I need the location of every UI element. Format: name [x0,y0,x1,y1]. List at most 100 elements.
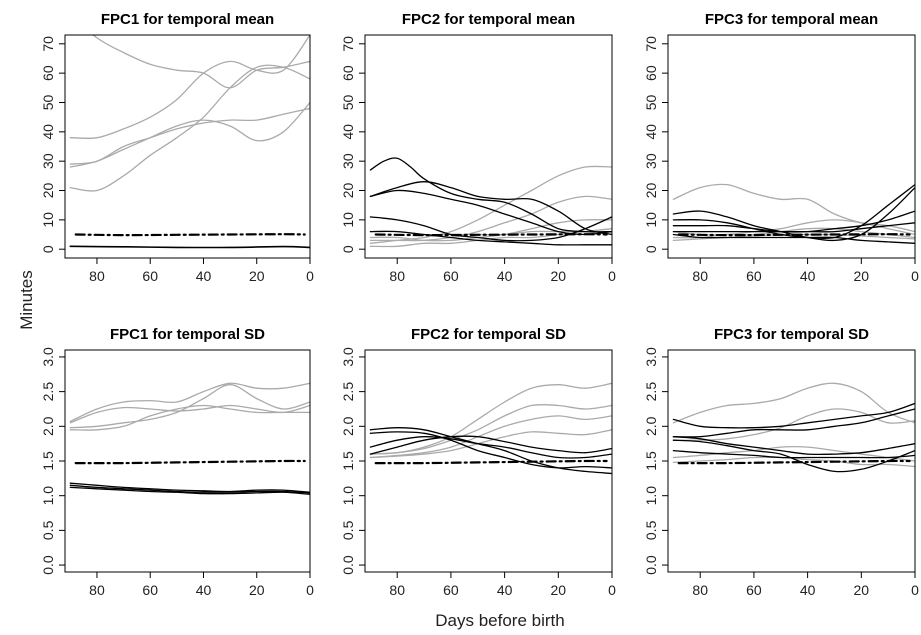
x-tick-label: 40 [800,268,816,284]
series-group [69,35,310,249]
y-tick-label: 30 [340,153,356,169]
chart-panel: FPC2 for temporal mean 80 60 40 20 0 0 10 20 30 40… [340,11,616,284]
series-group [672,183,915,244]
x-tick-label: 40 [196,582,212,598]
y-tick-label: 0.5 [340,520,356,540]
y-tick-label: 20 [340,183,356,199]
y-tick-label: 30 [40,153,56,169]
series-group [69,382,310,495]
series-line [369,435,612,455]
x-tick-label: 80 [389,582,405,598]
x-tick-label: 40 [497,268,513,284]
series-line [672,227,915,239]
y-tick-label: 2.5 [340,382,356,402]
y-tick-label: 2.0 [643,416,659,436]
chart-panel: FPC1 for temporal SD 80 60 40 20 0 0.0 0.5 1.0 1.… [40,326,314,598]
x-tick-label: 80 [692,582,708,598]
series-line [369,195,612,242]
panel-title: FPC2 for temporal mean [402,11,575,28]
plot-frame [364,34,613,259]
x-tick-label: 0 [608,582,616,598]
y-tick-label: 10 [40,212,56,228]
x-tick-label: 0 [306,582,314,598]
series-line [374,459,608,465]
y-tick-label: 40 [40,124,56,140]
series-line [74,233,306,237]
y-tick-label: 2.5 [40,382,56,402]
x-tick-label: 60 [746,582,762,598]
x-tick-label: 0 [608,268,616,284]
y-tick-label: 60 [643,65,659,81]
y-tick-label: 20 [643,183,659,199]
y-tick-label: 2.5 [643,382,659,402]
series-line [672,408,915,438]
y-tick-label: 40 [643,124,659,140]
series-line [69,486,310,495]
series-group [369,157,612,248]
series-group [672,382,915,473]
x-tick-label: 60 [443,582,459,598]
y-tick-label: 1.0 [340,486,356,506]
series-line [69,64,310,192]
series-line [69,484,310,494]
y-tick-label: 50 [340,94,356,110]
y-tick-label: 60 [340,65,356,81]
series-line [672,183,915,233]
x-tick-label: 0 [306,268,314,284]
y-tick-label: 1.0 [643,486,659,506]
y-tick-label: 70 [643,36,659,52]
x-tick-label: 60 [142,582,158,598]
chart-panel: FPC2 for temporal SD 80 60 40 20 0 0.0 0.5 1.0 1.… [340,326,616,598]
y-tick-label: 2.0 [340,416,356,436]
panel-grid: FPC1 for temporal mean 80 60 40 20 0 0 10 20 30 40… [40,11,919,598]
x-tick-label: 80 [389,268,405,284]
x-tick-label: 60 [746,268,762,284]
x-tick-label: 0 [911,582,919,598]
x-tick-label: 40 [497,582,513,598]
series-line [69,107,310,165]
y-tick-label: 3.0 [340,347,356,367]
series-line [369,431,612,469]
x-tick-label: 60 [142,268,158,284]
x-tick-label: 20 [551,582,567,598]
plot-frame [667,34,916,259]
series-line [69,35,310,140]
series-line [369,415,612,459]
y-tick-label: 50 [40,94,56,110]
panel-title: FPC2 for temporal SD [411,326,566,343]
y-tick-label: 1.5 [340,451,356,471]
series-line [369,436,612,459]
y-tick-label: 1.5 [40,451,56,471]
series-line [672,183,915,240]
series-group [369,382,612,475]
series-line [369,427,612,475]
x-tick-label: 40 [800,582,816,598]
x-tick-label: 20 [249,582,265,598]
series-line [69,101,310,168]
y-tick-label: 70 [340,36,356,52]
series-line [69,404,310,424]
series-line [672,233,915,244]
y-tick-label: 0.0 [340,555,356,575]
series-line [672,222,915,233]
series-line [369,230,612,246]
series-line [672,402,915,429]
x-axis-label: Days before birth [435,611,564,630]
y-tick-label: 0.0 [643,555,659,575]
x-tick-label: 60 [443,268,459,284]
series-line [369,429,612,459]
y-tick-label: 50 [643,94,659,110]
y-tick-label: 70 [40,36,56,52]
y-axis-label: Minutes [17,270,36,330]
panel-title: FPC1 for temporal SD [110,326,265,343]
chart-panel: FPC3 for temporal SD 80 60 40 20 0 0.0 0.5 1.0 1.… [643,326,919,598]
x-tick-label: 80 [89,582,105,598]
y-tick-label: 3.0 [40,347,56,367]
series-line [672,382,915,424]
series-line [369,181,612,236]
y-tick-label: 1.0 [40,486,56,506]
y-tick-label: 3.0 [643,347,659,367]
y-tick-label: 0 [643,245,659,253]
y-tick-label: 10 [643,212,659,228]
